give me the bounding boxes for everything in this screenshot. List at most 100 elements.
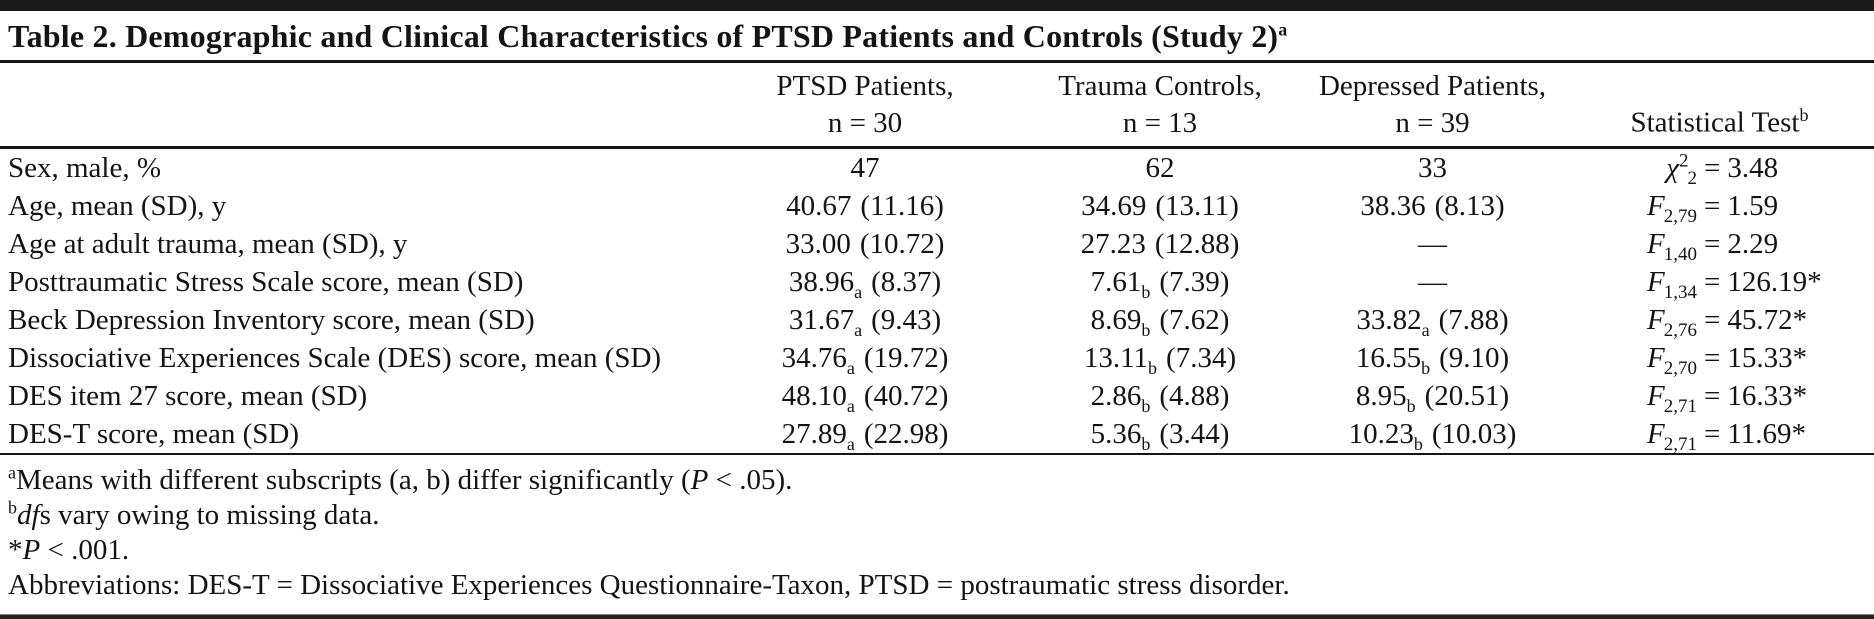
sd-value: (3.44) [1159, 418, 1230, 450]
subscript-marker: b [1421, 357, 1431, 378]
stat-cell: χ22 = 3.48 [1565, 148, 1874, 187]
row-label: Sex, male, % [8, 152, 162, 184]
mean-value: 16.55 [1355, 342, 1422, 374]
subscript-marker: a [1421, 319, 1430, 340]
stat-superscript: 2 [1679, 150, 1689, 172]
subscript-marker: b [1141, 433, 1151, 454]
subscript-marker: b [1148, 357, 1158, 378]
sd-value: (19.72) [863, 342, 949, 374]
table-row: Age, mean (SD), y 40.67 (11.16) 34.69 (13.… [0, 187, 1874, 227]
footnote-italic: P [690, 464, 709, 496]
value-cell: — [1300, 225, 1565, 263]
sd-value: (10.03) [1431, 418, 1517, 450]
equals-sign: = [1704, 418, 1721, 450]
table-row: Posttraumatic Stress Scale score, mean (… [0, 263, 1874, 303]
table-row: Dissociative Experiences Scale (DES) sco… [0, 339, 1874, 378]
stat-cell: F2,79 = 1.59 [1565, 187, 1874, 227]
value-cell: 5.36b (3.44) [1020, 415, 1300, 455]
mean-value: 27.89 [781, 418, 847, 450]
sd-value: (20.51) [1424, 380, 1510, 412]
mean-value: 31.67 [788, 304, 855, 336]
value-cell: 33.82a (7.88) [1300, 301, 1565, 339]
stat-cell: F2,70 = 15.33* [1565, 339, 1874, 378]
mean-value: 47 [850, 152, 880, 184]
row-label: Posttraumatic Stress Scale score, mean (… [8, 266, 524, 298]
footnotes-block: aMeans with different subscripts (a, b) … [0, 455, 1874, 603]
stat-symbol: F [1647, 418, 1665, 450]
stat-value: 16.33* [1727, 380, 1808, 412]
value-cell: 2.86b (4.88) [1020, 377, 1300, 415]
mean-value: 10.23 [1348, 418, 1414, 450]
sd-value: (9.43) [871, 304, 942, 336]
mean-value: 5.36 [1090, 418, 1142, 450]
stat-subscript: 2,71 [1663, 433, 1697, 455]
sd-value: (9.10) [1439, 342, 1510, 374]
footnote-abbreviations: Abbreviations: DES-T = Dissociative Expe… [8, 568, 1866, 603]
subscript-marker: b [1141, 319, 1151, 340]
sd-value: (7.62) [1159, 304, 1230, 336]
footnote-superscript: b [8, 497, 17, 518]
value-cell: 8.95b (20.51) [1300, 377, 1565, 415]
subscript-marker: b [1406, 395, 1416, 416]
value-cell: 34.76a (19.72) [710, 339, 1020, 377]
table-title: Table 2. Demographic and Clinical Charac… [8, 18, 1288, 54]
value-cell: 33 [1300, 148, 1565, 188]
footnote-text: * [8, 534, 23, 566]
value-cell: 38.36 (8.13) [1300, 187, 1565, 225]
subscript-marker: b [1141, 395, 1151, 416]
mean-value: 34.76 [781, 342, 847, 374]
column-header-ptsd: PTSD Patients, n = 30 [710, 63, 1020, 149]
subscript-marker: b [1413, 433, 1423, 454]
column-header-trauma: Trauma Controls, n = 13 [1020, 63, 1300, 149]
subscript-marker: b [1141, 281, 1151, 302]
value-cell: 47 [710, 148, 1020, 188]
table-row: DES item 27 score, mean (SD) 48.10a (40.7… [0, 377, 1874, 416]
mean-value: 38.96 [788, 266, 855, 298]
equals-sign: = [1704, 342, 1721, 374]
table-title-text: Table 2. Demographic and Clinical Charac… [8, 18, 1279, 54]
value-cell: 62 [1020, 148, 1300, 188]
stat-symbol: F [1647, 228, 1665, 260]
column-header-line1: Depressed Patients, [1318, 70, 1547, 102]
row-label: Age at adult trauma, mean (SD), y [8, 228, 408, 260]
footnote-text: < .05). [708, 464, 793, 496]
stat-value: 2.29 [1727, 228, 1779, 260]
table-body: Sex, male, % 47 62 33 χ22 = 3.48 Age, mean… [0, 148, 1874, 455]
sd-value: (8.37) [871, 266, 942, 298]
stat-subscript: 1,34 [1663, 281, 1697, 303]
stat-value: 1.59 [1727, 190, 1779, 222]
mean-value: 13.11 [1083, 342, 1149, 374]
stat-symbol: F [1647, 190, 1665, 222]
footnote-text: < .001. [40, 534, 130, 566]
sd-value: (7.34) [1166, 342, 1237, 374]
title-block: Table 2. Demographic and Clinical Charac… [0, 11, 1874, 63]
footnote-italic: df [17, 499, 40, 531]
row-label: DES item 27 score, mean (SD) [8, 380, 368, 412]
mean-value: 40.67 [786, 190, 852, 222]
stat-symbol: F [1647, 266, 1665, 298]
stat-subscript: 2,79 [1663, 205, 1697, 227]
stat-value: 11.69* [1727, 418, 1807, 450]
column-header-n: n = 30 [827, 107, 903, 139]
value-cell: 13.11b (7.34) [1020, 339, 1300, 377]
footnote-text: s vary owing to missing data. [39, 499, 380, 531]
value-cell: 31.67a (9.43) [710, 301, 1020, 339]
value-cell: 10.23b (10.03) [1300, 415, 1565, 455]
table-header: PTSD Patients, n = 30 Trauma Controls, n… [0, 63, 1874, 149]
mean-value: 2.86 [1090, 380, 1142, 412]
sd-value: (11.16) [860, 190, 944, 222]
column-header-n: n = 39 [1395, 107, 1470, 139]
stat-symbol: F [1647, 304, 1665, 336]
column-header-depressed: Depressed Patients, n = 39 [1300, 63, 1565, 149]
title-superscript: a [1278, 19, 1288, 40]
subscript-marker: a [846, 357, 855, 378]
value-cell: — [1300, 263, 1565, 301]
bottom-rule [0, 614, 1874, 619]
sd-value: (13.11) [1155, 190, 1239, 222]
footnote-a: aMeans with different subscripts (a, b) … [8, 463, 1866, 498]
table-row: Beck Depression Inventory score, mean (S… [0, 301, 1874, 340]
stat-cell: F1,40 = 2.29 [1565, 225, 1874, 264]
sd-value: (8.13) [1434, 190, 1505, 222]
row-label: DES-T score, mean (SD) [0, 415, 710, 455]
